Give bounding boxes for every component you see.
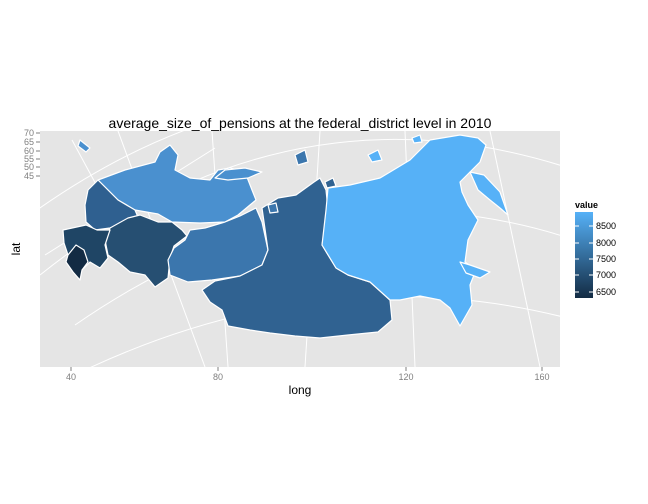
regions <box>62 134 509 339</box>
region-far-eastern-wrangel-island <box>411 134 423 144</box>
region-ural-yamal-island <box>294 149 309 166</box>
y-tick-label: 50 <box>24 162 34 172</box>
region-far-eastern-kamchatka <box>469 171 509 216</box>
x-tick-label: 160 <box>534 372 549 382</box>
latitude-arc <box>40 131 185 209</box>
legend-label: 8000 <box>596 238 616 248</box>
legend-label: 7500 <box>596 254 616 264</box>
region-ural-polar-island <box>267 202 279 214</box>
region-northwestern-island <box>214 167 263 181</box>
region-far-eastern-sakhalin <box>459 261 491 279</box>
meridian-line <box>489 131 541 367</box>
chart-title: average_size_of_pensions at the federal_… <box>109 115 492 131</box>
legend-label: 7000 <box>596 270 616 280</box>
region-far-eastern <box>321 134 487 327</box>
y-tick-label: 55 <box>24 154 34 164</box>
y-tick-label: 65 <box>24 137 34 147</box>
region-far-eastern-new-siberian-islands <box>367 149 383 163</box>
y-tick-label: 70 <box>24 128 34 138</box>
y-tick-label: 45 <box>24 171 34 181</box>
x-axis: 40 80 120 160 <box>66 367 550 382</box>
y-tick-label: 60 <box>24 146 34 156</box>
region-siberian-severnaya-zemlya <box>324 177 337 189</box>
region-north-caucasian <box>65 244 89 281</box>
x-tick-label: 40 <box>66 372 76 382</box>
y-axis: 70 65 60 55 50 45 <box>24 128 40 181</box>
legend-colorbar <box>575 212 593 298</box>
legend-title: value <box>575 200 598 210</box>
x-tick-label: 80 <box>213 372 223 382</box>
region-siberian <box>201 177 393 339</box>
legend-label: 6500 <box>596 287 616 297</box>
x-axis-title: long <box>289 383 312 397</box>
region-northwestern-novaya-zemlya <box>77 139 91 153</box>
legend: value 8500 8000 7500 7000 6500 <box>575 200 616 298</box>
y-axis-title: lat <box>9 242 23 255</box>
x-tick-label: 120 <box>398 372 413 382</box>
legend-label: 8500 <box>596 221 616 231</box>
